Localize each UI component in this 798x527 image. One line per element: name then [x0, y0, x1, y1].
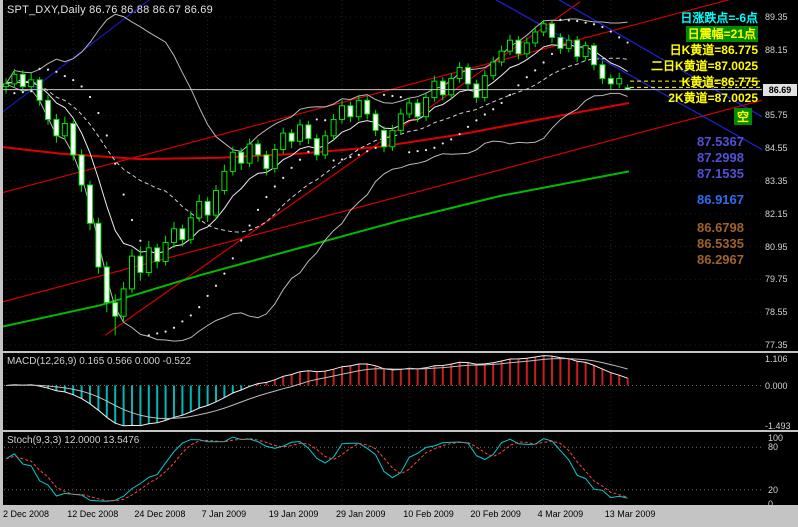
price-axis-label: 84.55 — [765, 143, 788, 154]
annotation-k-line-2: 二日K黄道=87.0025 — [650, 59, 758, 73]
time-axis-label: 24 Dec 2008 — [134, 509, 186, 519]
price-axis-label: 89.35 — [765, 11, 788, 22]
price-axis-label: 88.15 — [765, 44, 788, 55]
annotation-k-line-4: 2K黄道=87.0025 — [668, 91, 758, 105]
level-label: 86.9167 — [697, 192, 744, 207]
price-axis-label: 85.75 — [765, 110, 788, 121]
macd-indicator-label: MACD(12,26,9) 0.165 0.566 0.000 -0.522 — [7, 356, 192, 367]
macd-axis-label: 0.000 — [765, 380, 788, 391]
level-label: 87.5367 — [697, 134, 744, 149]
stoch-indicator-label: Stoch(9,3,3) 12.0000 13.5476 — [7, 435, 140, 446]
stoch-axis-label: 0 — [768, 499, 774, 509]
macd-panel-canvas[interactable] — [0, 353, 798, 430]
price-axis-label: 83.35 — [765, 175, 788, 186]
macd-axis-label: -1.493 — [765, 420, 791, 431]
time-axis-label: 20 Feb 2009 — [470, 509, 521, 519]
time-axis-label: 7 Jan 2009 — [201, 509, 247, 519]
time-axis-label: 19 Jan 2009 — [268, 509, 319, 519]
main-chart-canvas[interactable] — [0, 0, 798, 351]
time-axis-label: 10 Feb 2009 — [403, 509, 454, 519]
stoch-axis-label: 100 — [768, 433, 784, 443]
time-axis-label: 29 Jan 2009 — [336, 509, 386, 519]
stoch-axis-label: 80 — [768, 442, 779, 453]
chart-title: SPT_DXY,Daily 86.76 86.88 86.67 86.69 — [7, 4, 213, 16]
level-label: 86.2967 — [697, 252, 744, 267]
panel-separator-stoch[interactable] — [3, 430, 798, 432]
time-axis-label: 4 Mar 2009 — [537, 509, 584, 519]
annotation-k-line-1: 日K黄道=86.775 — [669, 43, 758, 57]
time-axis-label: 2 Dec 2008 — [3, 509, 50, 519]
indicator-annotations: 日涨跌点=-6点 日震幅=21点 日K黄道=86.775 二日K黄道=87.00… — [651, 10, 758, 106]
time-axis-label: 13 Mar 2009 — [604, 509, 656, 519]
time-axis-label: 12 Dec 2008 — [67, 509, 119, 519]
price-axis-label: 78.55 — [765, 307, 788, 318]
time-axis-strip[interactable] — [3, 505, 798, 527]
price-axis-label: 82.15 — [765, 208, 788, 219]
position-flag: 空 — [733, 108, 752, 125]
level-label: 86.6798 — [697, 220, 744, 235]
macd-axis-label: 1.106 — [765, 354, 788, 364]
annotation-k-line-3: K黄道=86.775 — [681, 75, 758, 89]
price-axis-label: 79.75 — [765, 274, 788, 285]
annotation-daily-change: 日涨跌点=-6点 — [680, 11, 758, 25]
price-axis-label: 80.95 — [765, 241, 788, 252]
window-left-border — [0, 0, 3, 527]
price-axis-label: 77.35 — [765, 339, 788, 350]
stoch-axis-label: 20 — [768, 484, 779, 495]
level-label: 87.1535 — [697, 166, 744, 181]
level-label: 86.5335 — [697, 236, 744, 251]
stoch-panel-canvas[interactable] — [0, 432, 798, 505]
current-price-tag: 86.69 — [763, 84, 797, 96]
annotation-daily-range: 日震幅=21点 — [685, 26, 758, 42]
panel-separator-macd[interactable] — [3, 351, 798, 353]
price-levels-block: 87.5367 87.2998 87.1535 86.9167 86.6798 … — [697, 134, 744, 268]
level-label: 87.2998 — [697, 150, 744, 165]
